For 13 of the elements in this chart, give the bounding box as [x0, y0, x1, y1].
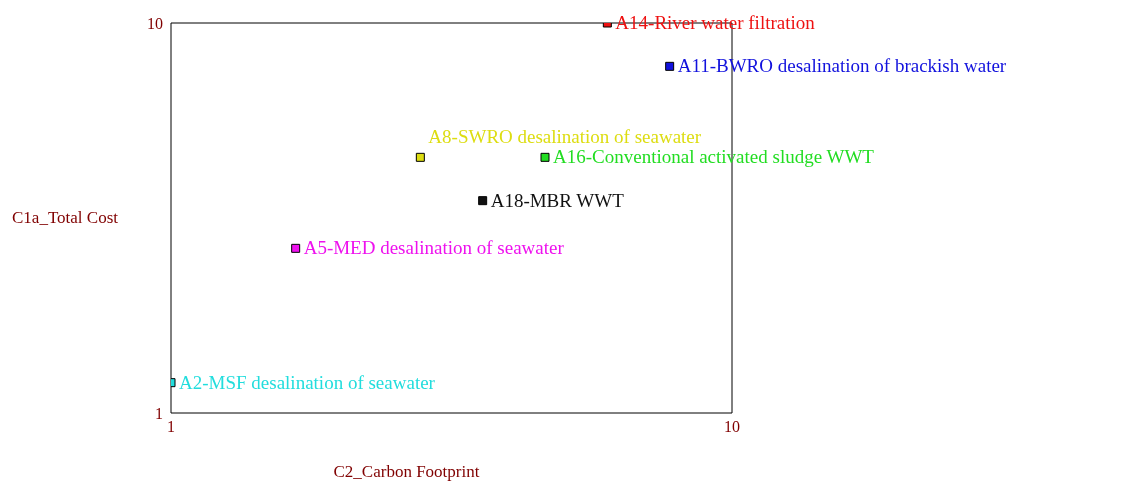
series-label: A18-MBR WWT [490, 189, 625, 211]
point [540, 152, 550, 162]
series-label: A5-MED desalination of seawater [303, 237, 565, 259]
series-label: A14-River water filtration [615, 12, 816, 33]
point [415, 152, 425, 162]
x-axis-title: C2_Carbon Footprint [333, 462, 480, 481]
point [665, 61, 675, 71]
series-label: A2-MSF desalination of seawater [179, 371, 436, 393]
series-label: A8-SWRO desalination of seawater [428, 126, 702, 148]
series-label: A11-BWRO desalination of brackish water [677, 55, 1007, 77]
point [478, 196, 488, 206]
point [291, 243, 301, 253]
y-axis-title: C1a_Total Cost [12, 207, 119, 228]
